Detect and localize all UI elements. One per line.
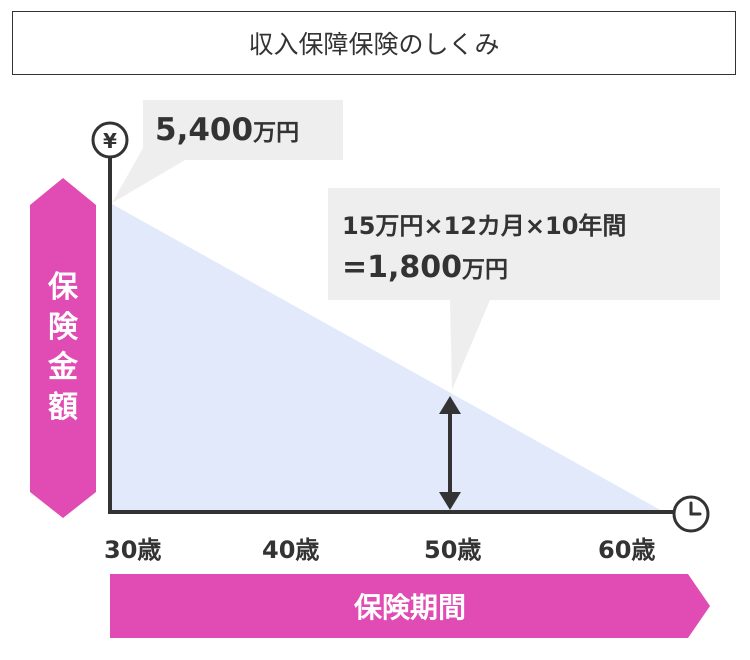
yen-circle-icon: ¥ bbox=[91, 121, 129, 159]
x-tick-30: 30歳 bbox=[104, 536, 162, 564]
amount-double-arrow bbox=[439, 396, 461, 510]
y-axis-label-arrow bbox=[30, 178, 96, 518]
coverage-area bbox=[110, 203, 664, 512]
calculation-callout-bubble bbox=[328, 188, 720, 390]
y-axis-label-char: 額 bbox=[48, 390, 78, 425]
max-amount-callout-bubble bbox=[112, 100, 343, 203]
calculation-result: =1,800万円 bbox=[342, 250, 508, 285]
y-axis-label-char: 険 bbox=[48, 310, 78, 345]
calculation-unit: 万円 bbox=[462, 257, 509, 283]
max-amount-unit: 万円 bbox=[253, 120, 300, 146]
clock-icon bbox=[672, 495, 710, 533]
calculation-formula: 15万円×12カ月×10年間 bbox=[342, 212, 627, 240]
x-tick-40: 40歳 bbox=[262, 536, 320, 564]
x-tick-60: 60歳 bbox=[598, 536, 656, 564]
y-axis-label: 保 険 金 額 bbox=[30, 178, 96, 518]
y-axis-label-char: 保 bbox=[48, 270, 78, 305]
x-axis-label: 保険期間 bbox=[353, 591, 466, 624]
title-box: 収入保障保険のしくみ bbox=[12, 11, 736, 75]
yen-symbol: ¥ bbox=[103, 129, 117, 153]
y-axis-label-char: 金 bbox=[48, 350, 78, 385]
calculation-value: =1,800 bbox=[342, 250, 463, 285]
max-amount-value: 5,400 bbox=[155, 112, 254, 148]
x-tick-50: 50歳 bbox=[424, 536, 482, 564]
max-amount-text: 5,400万円 bbox=[155, 112, 299, 148]
x-axis-label-arrow bbox=[110, 574, 710, 638]
page-title: 収入保障保険のしくみ bbox=[248, 30, 500, 59]
